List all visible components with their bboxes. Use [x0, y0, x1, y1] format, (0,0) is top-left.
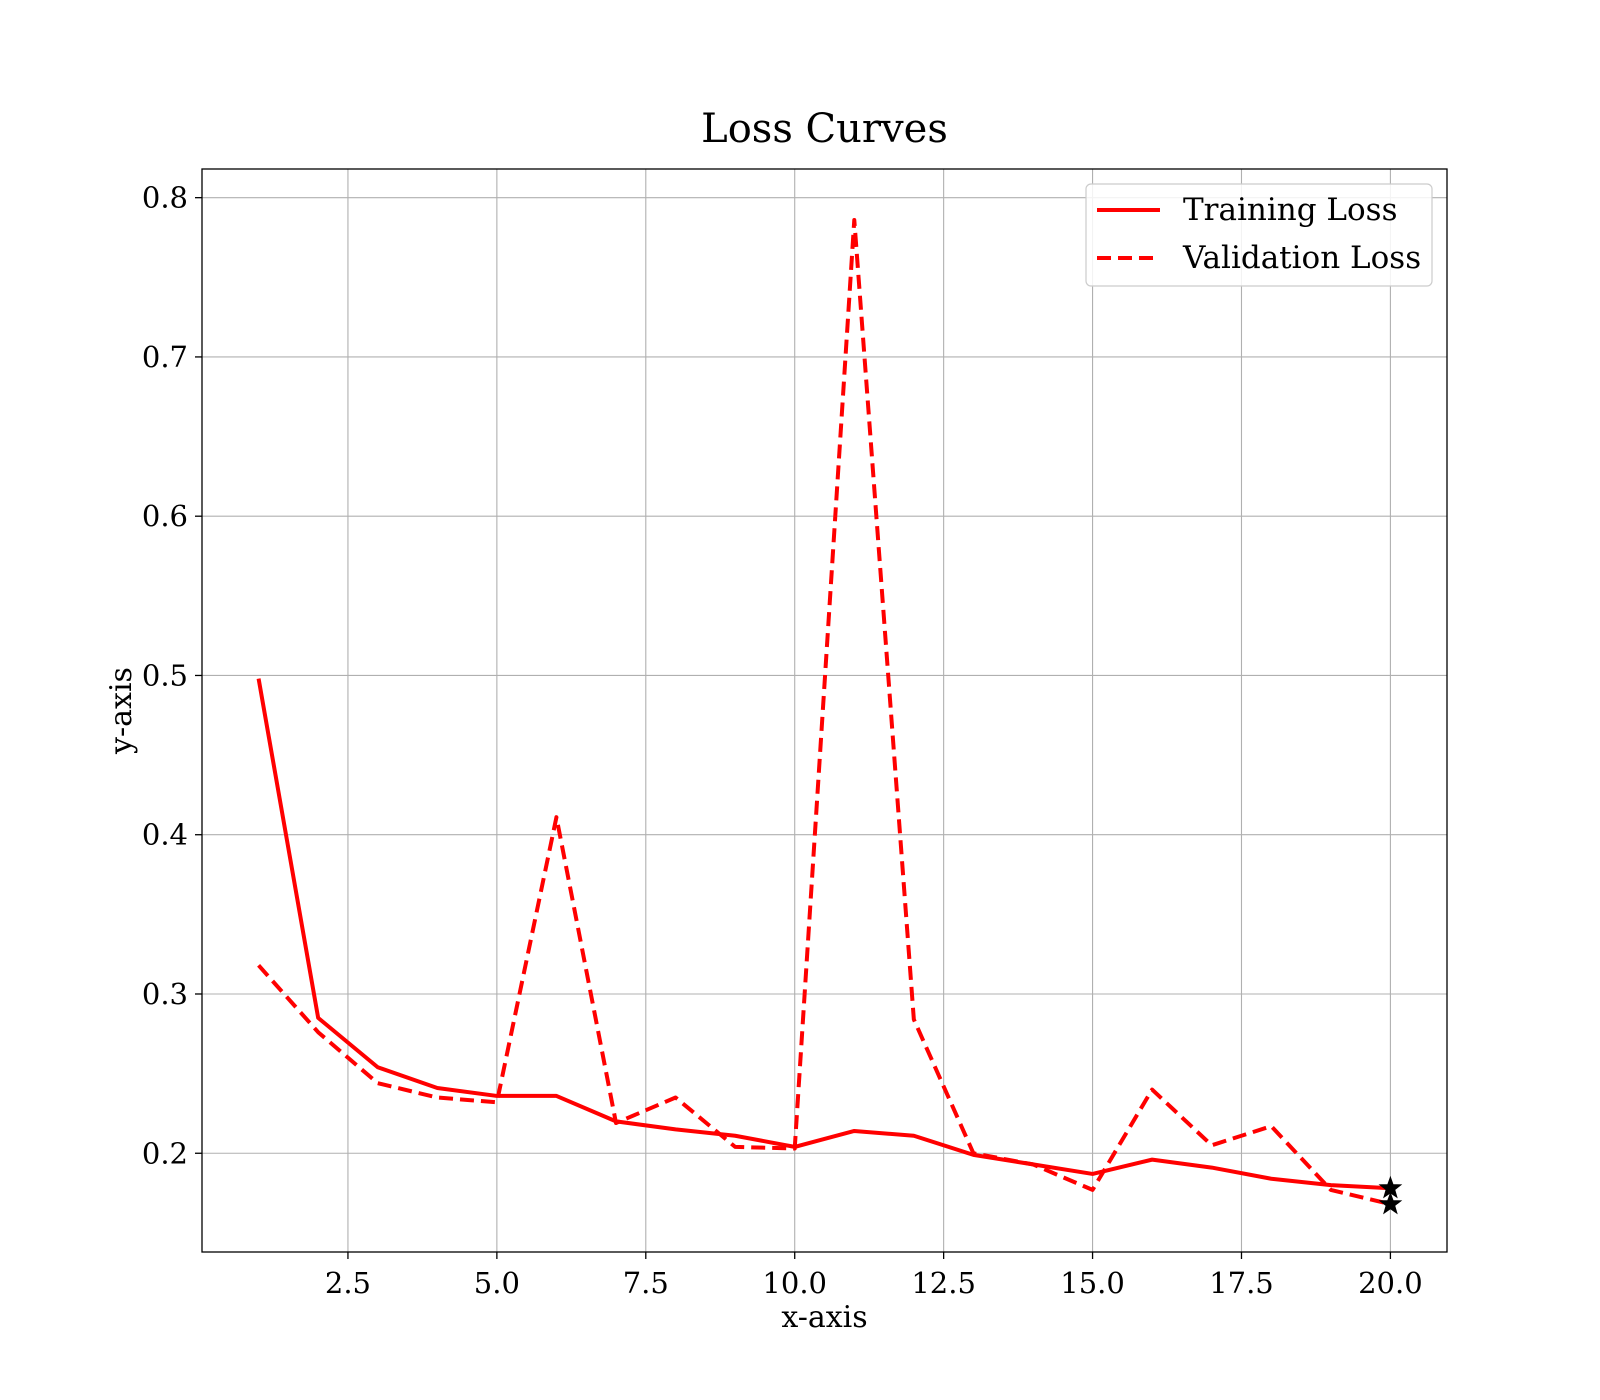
validation-loss-end-star-marker	[1378, 1191, 1403, 1215]
y-axis-label: y-axis	[104, 667, 139, 755]
series-lines	[256, 217, 1391, 1207]
x-tick-label: 2.5	[325, 1266, 371, 1300]
axis-ticks: 2.5 5.0 7.5 10.0 12.5 15.0 17.5 20.0 0.2 0.3 0.4 0.…	[142, 181, 1423, 1300]
y-tick-label: 0.4	[142, 818, 188, 852]
x-tick-label: 5.0	[474, 1266, 520, 1300]
y-tick-label: 0.7	[142, 340, 188, 374]
training-loss-line	[256, 678, 1391, 1191]
y-tick-label: 0.2	[142, 1136, 188, 1170]
end-markers	[1378, 1175, 1403, 1215]
x-tick-label: 12.5	[911, 1266, 976, 1300]
plot-frame	[201, 168, 1448, 1253]
x-axis-label: x-axis	[781, 1300, 867, 1335]
legend-label: Training Loss	[1183, 192, 1398, 228]
x-tick-label: 7.5	[623, 1266, 669, 1300]
validation-loss-line	[257, 217, 1391, 1207]
y-tick-label: 0.3	[142, 977, 188, 1011]
x-tick-label: 10.0	[762, 1266, 827, 1300]
legend-label: Validation Loss	[1182, 240, 1421, 276]
grid	[202, 169, 1447, 1252]
y-tick-label: 0.6	[142, 499, 188, 533]
chart-title: Loss Curves	[701, 106, 948, 152]
legend: Training Loss Validation Loss	[1085, 183, 1433, 287]
x-tick-label: 17.5	[1209, 1266, 1274, 1300]
y-tick-label: 0.5	[142, 658, 188, 692]
x-tick-label: 15.0	[1060, 1266, 1125, 1300]
y-tick-label: 0.8	[142, 181, 188, 215]
legend-box	[1085, 183, 1433, 287]
x-tick-label: 20.0	[1358, 1266, 1423, 1300]
